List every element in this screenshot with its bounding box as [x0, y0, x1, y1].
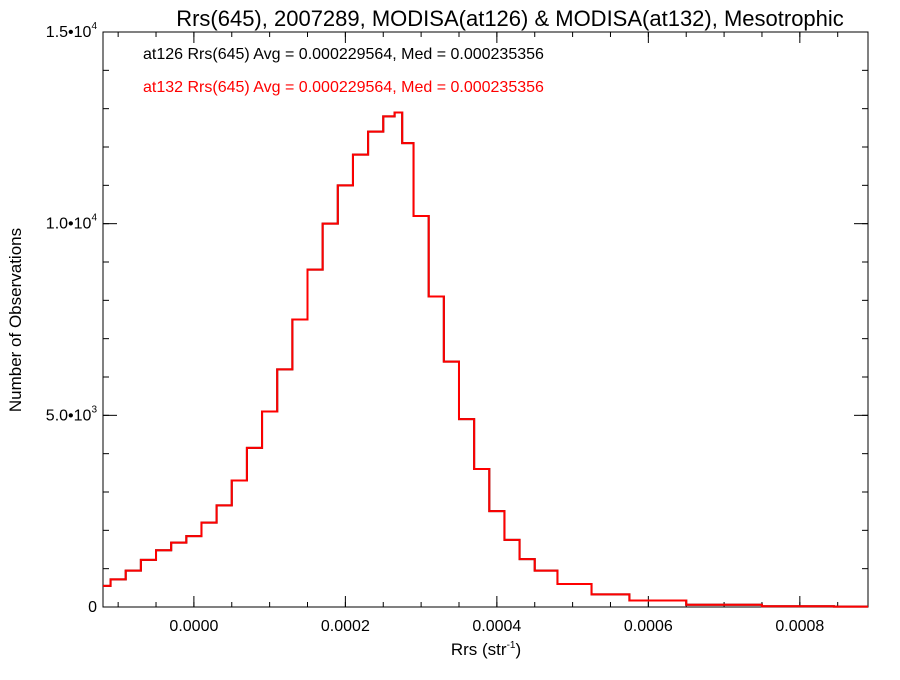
y-tick-label: 0 — [88, 599, 97, 616]
y-tick-label: 1.0•104 — [46, 213, 98, 233]
x-axis-label-close: ) — [515, 640, 521, 659]
x-tick-label: 0.0008 — [775, 618, 824, 635]
y-tick-label: 5.0•103 — [46, 404, 98, 424]
plot-frame — [102, 31, 869, 608]
annotation-at126: at126 Rrs(645) Avg = 0.000229564, Med = … — [143, 46, 544, 63]
x-tick-label: 0.0002 — [321, 618, 370, 635]
series-line-at126 — [103, 111, 868, 608]
x-tick-label: 0.0004 — [472, 618, 521, 635]
chart-title: Rrs(645), 2007289, MODISA(at126) & MODIS… — [176, 6, 844, 31]
plot-border — [102, 31, 869, 608]
series-line-at132 — [103, 111, 868, 608]
x-tick-label: 0.0000 — [169, 618, 218, 635]
x-axis-label-base: Rrs (str — [451, 640, 507, 659]
x-tick-label: 0.0006 — [624, 618, 673, 635]
y-axis-label: Number of Observations — [6, 228, 25, 412]
tick-layer: 0.0000 0.0002 0.0004 0.0006 0.0008 0 5.0•103 1.… — [46, 21, 868, 635]
y-tick-label: 1.5•104 — [46, 21, 98, 41]
annotation-at132: at132 Rrs(645) Avg = 0.000229564, Med = … — [143, 79, 544, 96]
x-axis-label-sup: -1 — [507, 640, 516, 651]
series-layer — [103, 111, 868, 608]
x-axis-label: Rrs (str-1) — [451, 640, 521, 659]
